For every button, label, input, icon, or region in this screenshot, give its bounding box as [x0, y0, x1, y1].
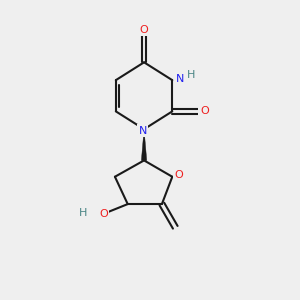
Text: O: O — [200, 106, 209, 116]
Polygon shape — [141, 129, 147, 161]
Text: H: H — [79, 208, 87, 218]
Text: O: O — [140, 25, 148, 34]
Text: O: O — [99, 209, 108, 219]
Text: H: H — [187, 70, 195, 80]
Text: N: N — [138, 126, 147, 136]
Text: N: N — [176, 74, 184, 84]
Text: O: O — [175, 170, 183, 180]
